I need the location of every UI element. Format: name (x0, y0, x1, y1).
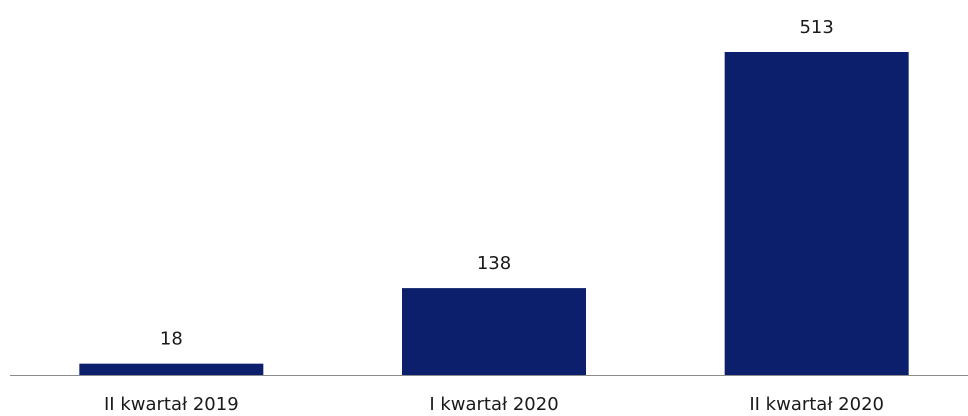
bar (402, 288, 586, 375)
bar (79, 363, 264, 375)
bar (724, 52, 909, 375)
x-tick-label: II kwartał 2019 (104, 394, 239, 415)
value-label: 18 (160, 329, 183, 350)
x-tick-label: I kwartał 2020 (429, 394, 558, 415)
value-label: 513 (799, 17, 833, 38)
x-tick-label: II kwartał 2020 (749, 394, 884, 415)
value-label: 138 (477, 253, 511, 274)
